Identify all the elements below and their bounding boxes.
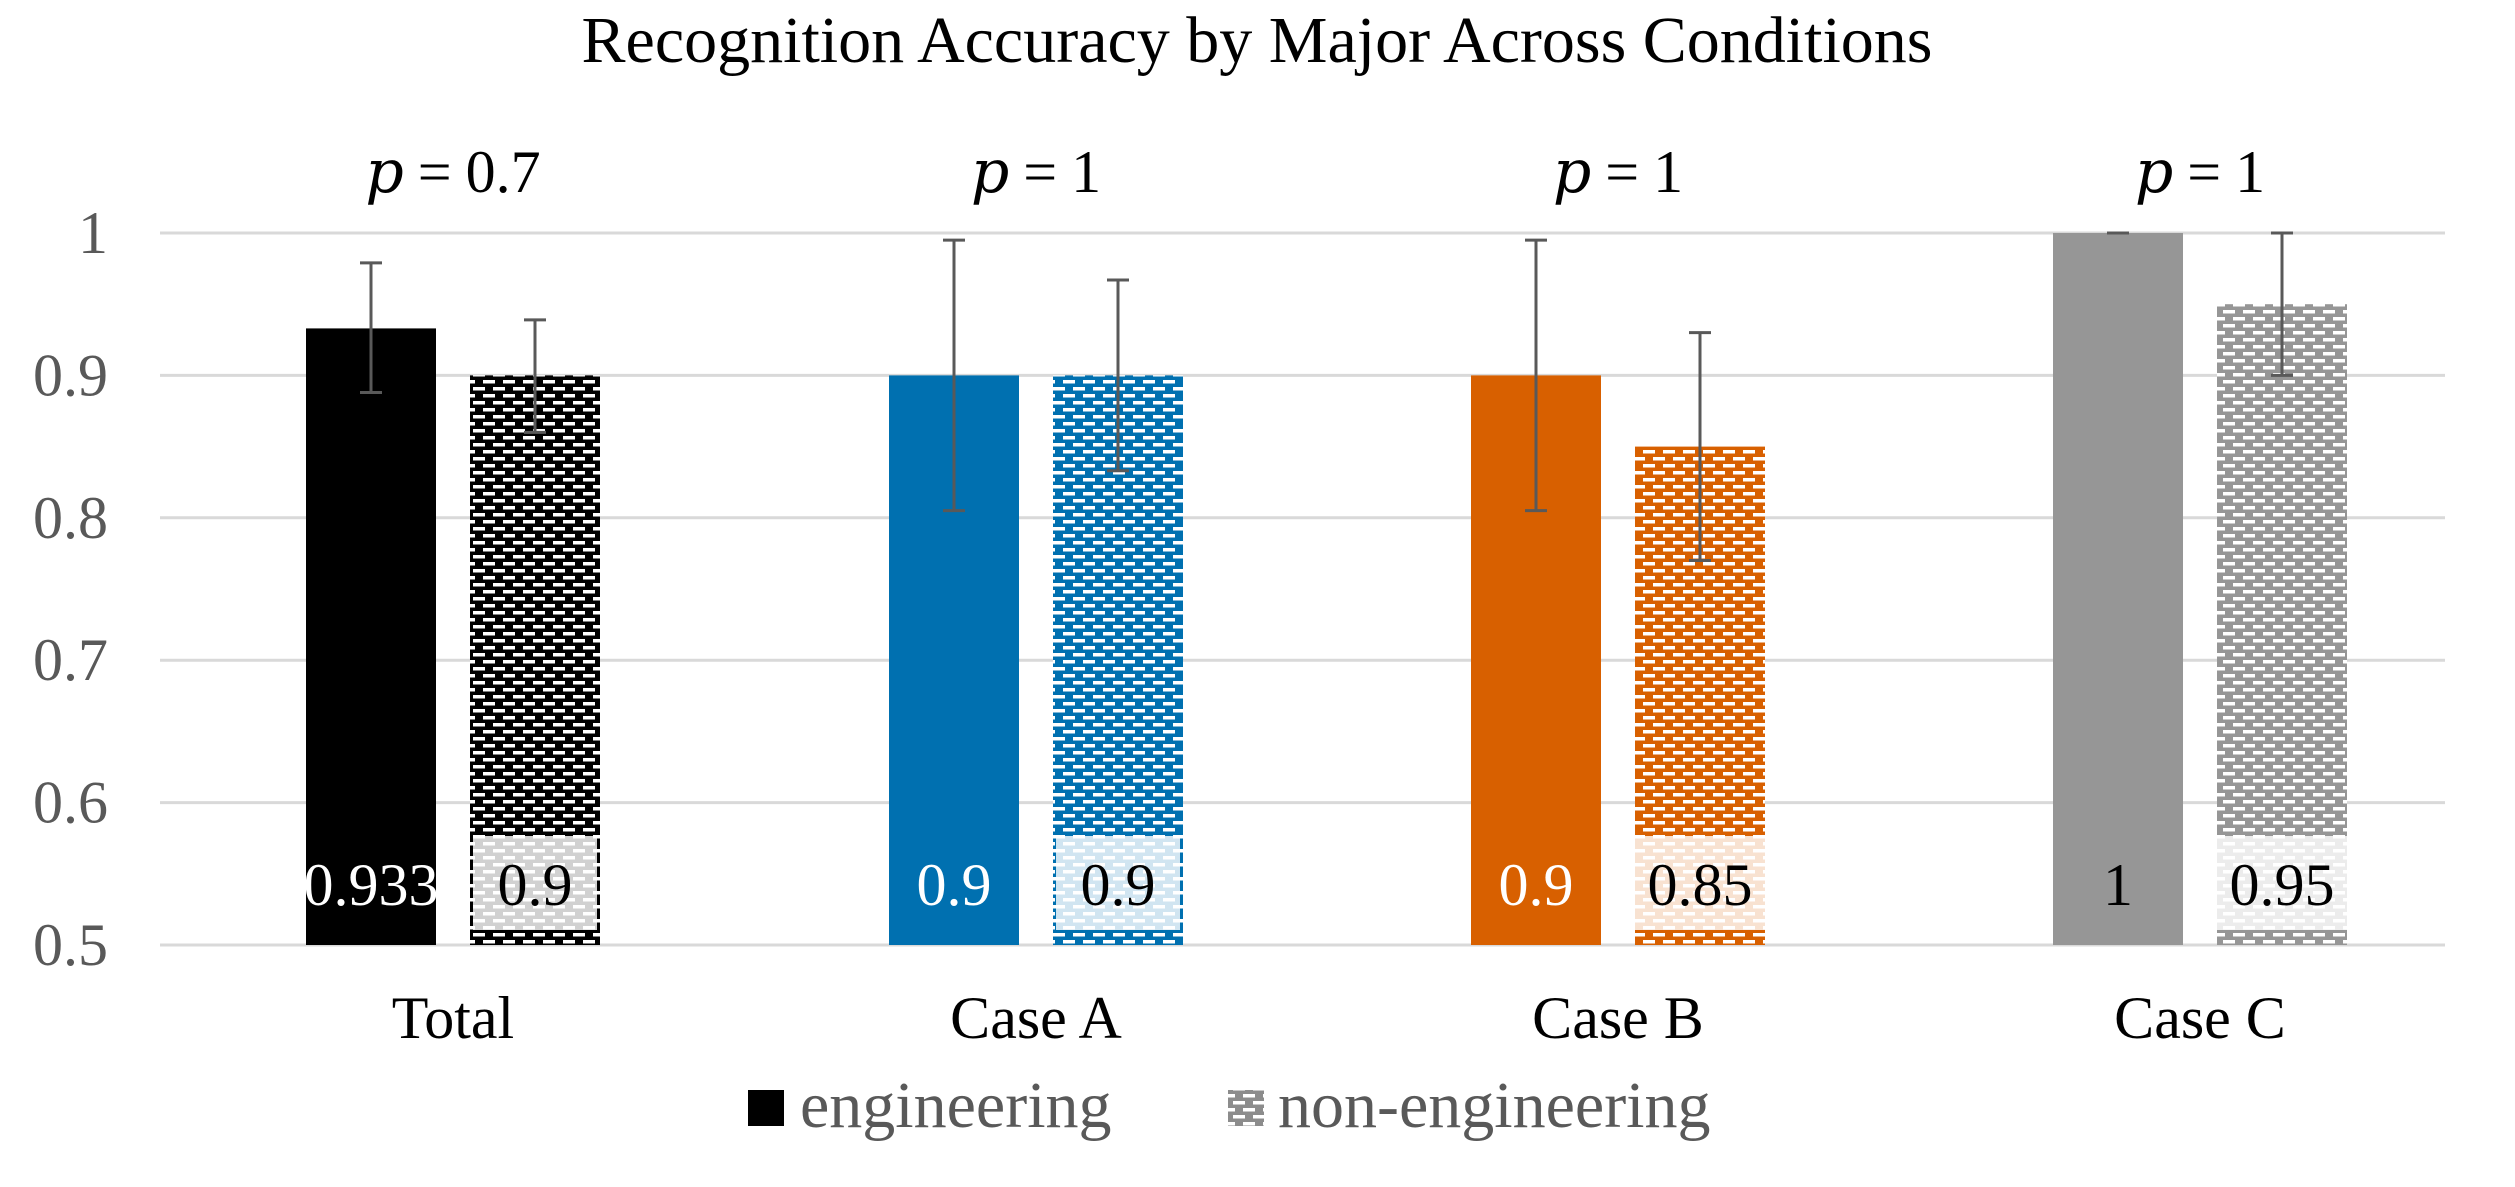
- data-label-total-non-engineering: 0.9: [498, 852, 573, 918]
- legend-swatch-engineering: [748, 1090, 784, 1126]
- bar-total-engineering: [306, 328, 436, 946]
- p-symbol: p: [1553, 137, 1591, 207]
- p-value-total: p = 0.7: [365, 137, 540, 207]
- legend-label-non-engineering: non-engineering: [1278, 1069, 1711, 1142]
- data-labels: 0.933 0.9 0.9 0.9 0.9 0.85 1 0.95: [304, 836, 2354, 930]
- p-value-number: 0.7: [466, 139, 541, 205]
- legend-label-engineering: engineering: [800, 1069, 1112, 1142]
- data-label-case-a-engineering: 0.9: [917, 852, 992, 918]
- p-value-case-c: p = 1: [2135, 137, 2265, 207]
- x-tick-label-case-a: Case A: [950, 985, 1122, 1051]
- p-symbol: p: [365, 137, 403, 207]
- y-axis-tick-labels: 0.5 0.6 0.7 0.8 0.9 1: [33, 200, 108, 978]
- data-label-case-b-non-engineering: 0.85: [1648, 852, 1753, 918]
- legend-swatch-non-engineering: [1228, 1090, 1264, 1126]
- p-value-number: 1: [1071, 139, 1101, 205]
- data-label-case-a-non-engineering: 0.9: [1081, 852, 1156, 918]
- p-value-annotations: p = 0.7 p = 1 p = 1 p = 1: [365, 137, 2265, 207]
- p-value-number: 1: [2235, 139, 2265, 205]
- data-label-box: [2210, 836, 2354, 930]
- bars: [306, 233, 2347, 946]
- y-tick-label: 0.6: [33, 770, 108, 836]
- x-axis-category-labels: Total Case A Case B Case C: [392, 985, 2286, 1051]
- x-tick-label-total: Total: [392, 985, 514, 1051]
- data-label-box: [473, 836, 597, 930]
- data-label-box: [1628, 836, 1772, 930]
- p-symbol: p: [971, 137, 1009, 207]
- data-label-box: [1056, 836, 1180, 930]
- legend: engineering non-engineering: [748, 1069, 1711, 1142]
- chart-title: Recognition Accuracy by Major Across Con…: [582, 4, 1933, 77]
- p-equals: =: [1605, 139, 1639, 205]
- y-tick-label: 0.7: [33, 627, 108, 693]
- x-tick-label-case-b: Case B: [1532, 985, 1704, 1051]
- p-symbol: p: [2135, 137, 2173, 207]
- p-value-case-b: p = 1: [1553, 137, 1683, 207]
- y-tick-label: 0.9: [33, 342, 108, 408]
- data-label-case-c-non-engineering: 0.95: [2230, 852, 2335, 918]
- bar-case-c-engineering: [2053, 233, 2183, 945]
- p-equals: =: [418, 139, 452, 205]
- p-value-number: 1: [1653, 139, 1683, 205]
- x-tick-label-case-c: Case C: [2114, 985, 2286, 1051]
- error-bars: [360, 231, 2293, 563]
- data-label-total-engineering: 0.933: [304, 852, 439, 918]
- y-tick-label: 0.5: [33, 912, 108, 978]
- p-equals: =: [1023, 139, 1057, 205]
- y-tick-label: 1: [78, 200, 108, 266]
- y-tick-label: 0.8: [33, 485, 108, 551]
- p-value-case-a: p = 1: [971, 137, 1101, 207]
- data-label-case-b-engineering: 0.9: [1499, 852, 1574, 918]
- data-label-case-c-engineering: 1: [2103, 852, 2133, 918]
- p-equals: =: [2187, 139, 2221, 205]
